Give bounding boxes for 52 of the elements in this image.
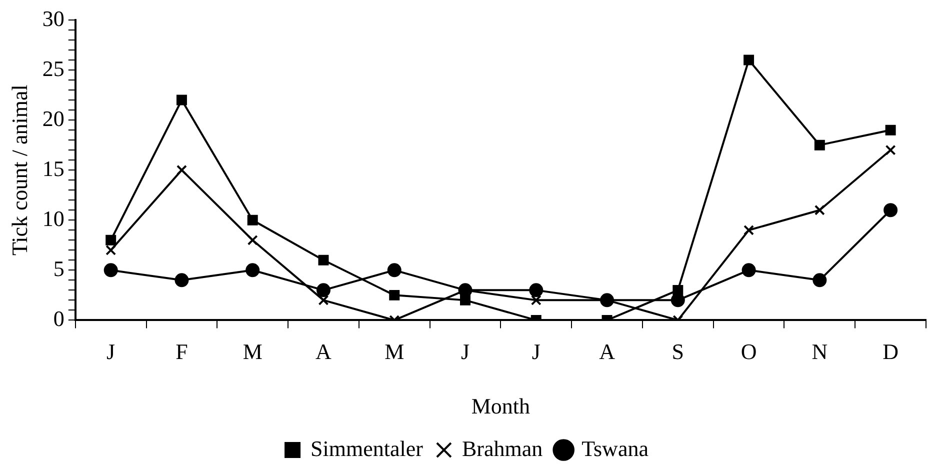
x-tick-label: M [242, 339, 262, 364]
point [318, 294, 329, 306]
point [246, 263, 260, 278]
legend-label: Tswana [582, 436, 649, 461]
point [742, 263, 756, 278]
point [247, 234, 258, 246]
x-tick-label: A [599, 339, 616, 364]
legend-label: Simmentaler [310, 436, 424, 461]
x-tick-label: A [316, 339, 332, 364]
point [814, 140, 825, 150]
point [672, 284, 684, 296]
y-tick-label: 5 [53, 256, 64, 281]
point [106, 234, 116, 246]
x-tick-label: J [532, 339, 541, 364]
x-tick-label: M [384, 339, 404, 364]
y-tick-label: 10 [42, 206, 64, 231]
x-tick-label: D [882, 339, 899, 364]
x-tick-label: S [672, 339, 684, 364]
point [670, 293, 685, 308]
x-tick-label: F [176, 339, 188, 364]
x-tick-label: N [812, 339, 828, 364]
point [460, 294, 470, 306]
point [885, 124, 896, 136]
point [106, 244, 116, 256]
point [247, 214, 258, 226]
point [814, 204, 825, 216]
point [744, 224, 754, 236]
y-tick-label: 30 [42, 6, 64, 31]
point [176, 164, 187, 176]
x-tick-label: J [460, 339, 470, 364]
point [744, 54, 754, 66]
point [174, 273, 189, 288]
point [318, 254, 329, 266]
point [387, 263, 402, 278]
point [530, 294, 542, 306]
legend-label: Brahman [462, 436, 543, 461]
y-tick-label: 0 [53, 306, 64, 331]
point [389, 290, 400, 300]
point [104, 263, 118, 278]
y-tick-label: 20 [42, 106, 64, 131]
y-tick-label: 25 [42, 56, 64, 81]
point [885, 144, 896, 156]
y-tick-label: 15 [42, 156, 64, 181]
x-tick-label: J [106, 339, 116, 364]
x-tick-label: O [740, 339, 757, 364]
point [316, 283, 330, 298]
point [884, 203, 898, 218]
point [529, 283, 544, 298]
y-axis-title: Tick count / animal [6, 84, 32, 256]
point [176, 94, 187, 106]
point [812, 273, 827, 288]
x-axis-title: Month [471, 394, 530, 419]
